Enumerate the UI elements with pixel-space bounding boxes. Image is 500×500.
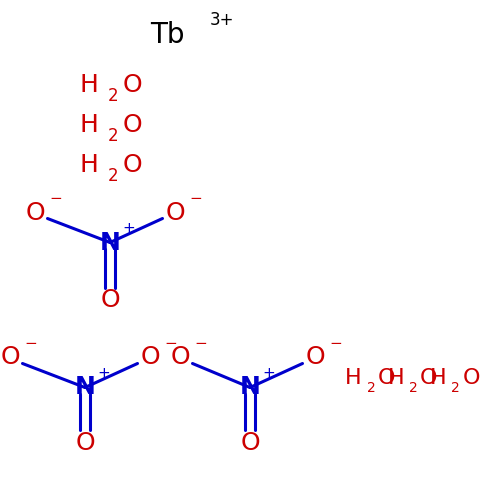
Text: 2: 2 — [409, 380, 418, 394]
Text: 2: 2 — [108, 87, 118, 105]
Text: N: N — [240, 376, 260, 400]
Text: O: O — [0, 346, 20, 370]
Text: H: H — [80, 113, 99, 137]
Text: O: O — [122, 153, 142, 177]
Text: O: O — [75, 430, 95, 454]
Text: O: O — [165, 200, 185, 224]
Text: O: O — [420, 368, 438, 388]
Text: O: O — [170, 346, 190, 370]
Text: O: O — [25, 200, 45, 224]
Text: N: N — [100, 230, 120, 254]
Text: +: + — [122, 221, 136, 236]
Text: O: O — [140, 346, 160, 370]
Text: −: − — [164, 336, 177, 351]
Text: 3+: 3+ — [210, 11, 234, 29]
Text: O: O — [122, 113, 142, 137]
Text: 2: 2 — [108, 127, 118, 145]
Text: O: O — [462, 368, 480, 388]
Text: N: N — [74, 376, 96, 400]
Text: −: − — [330, 336, 342, 351]
Text: H: H — [430, 368, 446, 388]
Text: +: + — [262, 366, 276, 381]
Text: O: O — [122, 73, 142, 97]
Text: 2: 2 — [366, 380, 375, 394]
Text: −: − — [50, 191, 62, 206]
Text: H: H — [80, 73, 99, 97]
Text: 2: 2 — [108, 167, 118, 185]
Text: Tb: Tb — [150, 21, 184, 49]
Text: O: O — [240, 430, 260, 454]
Text: O: O — [305, 346, 325, 370]
Text: −: − — [194, 336, 207, 351]
Text: O: O — [378, 368, 395, 388]
Text: H: H — [388, 368, 404, 388]
Text: H: H — [80, 153, 99, 177]
Text: 2: 2 — [452, 380, 460, 394]
Text: H: H — [345, 368, 362, 388]
Text: +: + — [98, 366, 110, 381]
Text: −: − — [24, 336, 38, 351]
Text: −: − — [190, 191, 202, 206]
Text: O: O — [100, 288, 120, 312]
